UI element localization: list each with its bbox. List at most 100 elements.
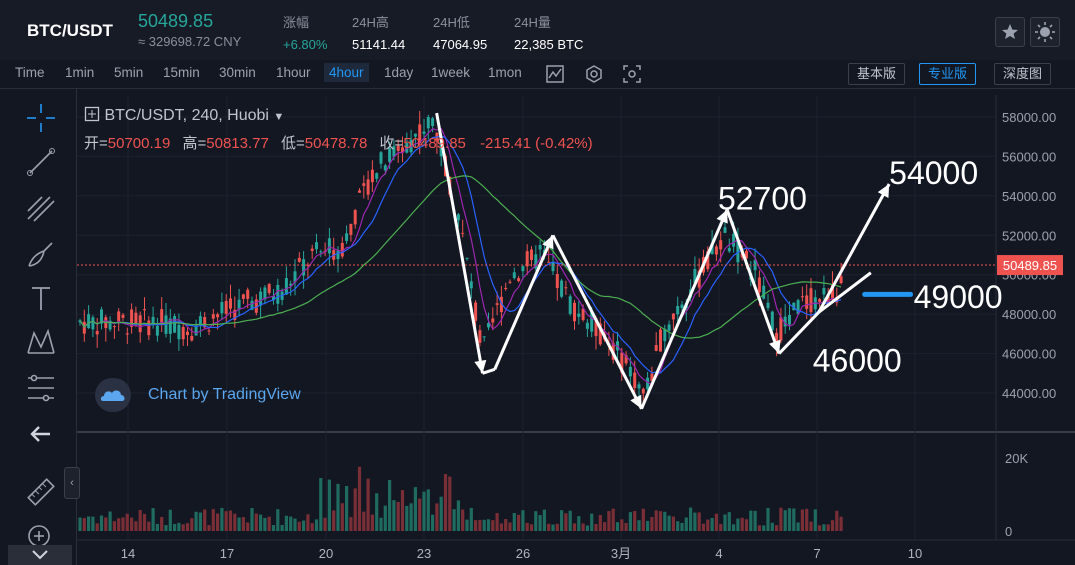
volume-bar — [689, 507, 693, 531]
volume-bar — [439, 496, 443, 531]
tf-1min[interactable]: 1min — [65, 65, 95, 80]
volume-bar — [839, 516, 843, 531]
pitchfork-icon[interactable] — [24, 191, 58, 225]
candle-body — [315, 242, 318, 250]
tf-5min[interactable]: 5min — [114, 65, 144, 80]
indicator-icon[interactable] — [545, 64, 565, 84]
candle-body — [310, 248, 314, 251]
cny-price: ≈ 329698.72 CNY — [138, 34, 242, 49]
volume-bar — [822, 524, 826, 531]
tf-1week[interactable]: 1week — [431, 65, 471, 80]
back-arrow-icon[interactable] — [24, 417, 58, 451]
ma-short-line — [79, 128, 842, 386]
candle-body — [783, 316, 787, 327]
volume-bar — [585, 525, 589, 531]
candle-body — [581, 308, 585, 320]
crosshair-icon[interactable] — [24, 101, 58, 135]
candle-body — [770, 311, 774, 331]
candle-body — [530, 249, 533, 261]
volume-bar — [91, 516, 95, 531]
volume-bar — [534, 511, 538, 531]
candle-body — [216, 314, 220, 318]
volume-bar — [383, 505, 387, 531]
tf-1mon[interactable]: 1mon — [488, 65, 522, 80]
candle-body — [676, 305, 680, 315]
volume-bar — [297, 521, 301, 531]
tf-30min[interactable]: 30min — [219, 65, 256, 80]
candle-body — [91, 317, 95, 330]
candle-body — [392, 146, 396, 157]
tf-1hour[interactable]: 1hour — [276, 65, 311, 80]
expand-toolbar-button[interactable] — [8, 545, 72, 565]
text-tool-icon[interactable] — [24, 281, 58, 315]
candle-body — [736, 239, 740, 263]
volume-bar — [443, 474, 448, 531]
volume-bar — [95, 523, 99, 531]
candle-body — [766, 302, 770, 309]
brush-icon[interactable] — [24, 237, 58, 271]
candle-body — [263, 287, 267, 300]
dropdown-caret-icon[interactable]: ▼ — [273, 111, 285, 123]
volume-bar — [624, 522, 628, 531]
candle-body — [211, 314, 215, 319]
mode-pro-button[interactable]: 专业版 — [919, 63, 977, 85]
theme-toggle-button[interactable] — [1030, 17, 1060, 47]
candle-body — [250, 300, 254, 310]
volume-bar — [138, 509, 142, 531]
collapse-toolbar-button[interactable]: ‹ — [64, 467, 80, 499]
volume-bar — [452, 509, 456, 531]
fib-tool-icon[interactable] — [24, 371, 58, 405]
candle-body — [839, 276, 843, 284]
volume-bar — [151, 508, 155, 531]
watermark-text: Chart by TradingView — [148, 386, 301, 403]
volume-bar — [775, 525, 779, 531]
volume-bar — [736, 518, 740, 531]
volume-bar — [650, 516, 654, 531]
volume-bar — [474, 520, 478, 531]
pair-symbol[interactable]: BTC/USDT — [27, 21, 113, 40]
volume-bar — [658, 511, 663, 531]
plus-square-icon[interactable] — [84, 106, 100, 122]
volume-bar — [572, 523, 577, 531]
mode-depth-button[interactable]: 深度图 — [994, 63, 1052, 85]
volume-bar — [568, 510, 572, 531]
ruler-icon[interactable] — [24, 475, 58, 509]
symbol-title[interactable]: BTC/USDT, 240, Huobi — [104, 107, 269, 124]
favorite-button[interactable] — [995, 17, 1025, 47]
fullscreen-icon[interactable] — [622, 64, 642, 84]
candle-body — [667, 324, 671, 331]
y-tick-label: 52000.00 — [1002, 228, 1056, 243]
arrowhead-down-2 — [630, 394, 642, 409]
volume-bar — [499, 523, 503, 531]
tf-15min[interactable]: 15min — [163, 65, 200, 80]
y-tick-label: 56000.00 — [1002, 149, 1056, 164]
pattern-line — [778, 311, 820, 355]
candle-body — [624, 355, 628, 364]
pattern-tool-icon[interactable] — [24, 325, 58, 359]
volume-bar — [766, 508, 770, 531]
candle-body — [534, 254, 538, 269]
candle-body — [431, 118, 435, 126]
trend-line-icon[interactable] — [24, 145, 58, 179]
tf-4hour[interactable]: 4hour — [324, 63, 369, 82]
volume-bar — [448, 476, 452, 531]
mode-basic-button[interactable]: 基本版 — [848, 63, 906, 85]
settings-icon[interactable] — [584, 64, 604, 84]
pattern-line — [725, 209, 781, 355]
candle-body — [194, 325, 198, 336]
tf-1day[interactable]: 1day — [384, 65, 414, 80]
drawing-toolbar: ‹ — [0, 89, 80, 565]
volume-bar — [435, 503, 439, 531]
candle-body — [818, 299, 822, 302]
candle-body — [259, 291, 263, 306]
tf-time[interactable]: Time — [15, 65, 45, 80]
volume-bar — [517, 514, 521, 531]
volume-bar — [431, 514, 435, 531]
candle-body — [504, 287, 508, 289]
candle-body — [723, 227, 727, 233]
volume-bar — [323, 517, 327, 531]
candle-body — [207, 330, 211, 332]
candle-body — [181, 326, 185, 340]
volume-bar — [78, 517, 82, 531]
